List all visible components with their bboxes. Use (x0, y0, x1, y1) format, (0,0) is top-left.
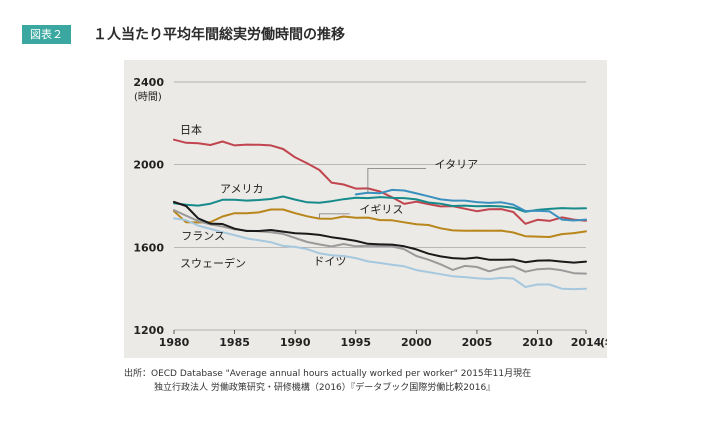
x-tick-label: 2014 (571, 336, 602, 349)
y-tick-label: 1200 (133, 324, 164, 337)
chart-panel (124, 60, 607, 358)
x-tick-label: 2000 (401, 336, 432, 349)
series-label: フランス (181, 230, 225, 243)
x-tick-label: 1985 (219, 336, 250, 349)
series-label: アメリカ (220, 183, 263, 196)
source-note: 出所：OECD Database "Average annual hours a… (124, 367, 531, 395)
figure-header: 図表２ １人当たり平均年間総実労働時間の推移 (22, 24, 345, 44)
x-tick-label: 2010 (522, 336, 553, 349)
y-axis-unit: (時間) (134, 91, 162, 103)
line-chart: 1200 1600 2000 2400 (時間) 1980 1985 1990 1995 2000… (133, 76, 607, 349)
series-label: 日本 (180, 123, 202, 137)
series-line (173, 208, 587, 238)
series-label: ドイツ (313, 255, 346, 268)
chart-title: １人当たり平均年間総実労働時間の推移 (93, 27, 345, 43)
series-label: イタリア (435, 158, 479, 171)
label-leader-line (319, 213, 350, 218)
series-line (173, 195, 587, 213)
y-tick-label: 2400 (133, 76, 164, 89)
x-tick-label: 1990 (280, 336, 311, 349)
series-line (354, 188, 587, 222)
y-tick-label: 2000 (133, 159, 164, 172)
label-leader-line (367, 167, 427, 194)
figure-label-badge: 図表２ (22, 24, 71, 44)
series-line (173, 200, 587, 264)
x-tick-label: 1995 (340, 336, 371, 349)
series-line (173, 217, 587, 291)
source-line-2: 独立行政法人 労働政策研究・研修機構（2016）『データブック国際労働比較201… (154, 383, 496, 393)
series-label: イギリス (359, 203, 403, 216)
y-tick-label: 1600 (133, 241, 164, 254)
series-line (173, 138, 587, 225)
x-tick-label: 1980 (159, 336, 190, 349)
series-label: スウェーデン (180, 256, 246, 270)
x-axis-unit: (年) (600, 335, 607, 349)
x-tick-label: 2005 (462, 336, 493, 349)
source-line-1: 出所：OECD Database "Average annual hours a… (124, 369, 532, 379)
